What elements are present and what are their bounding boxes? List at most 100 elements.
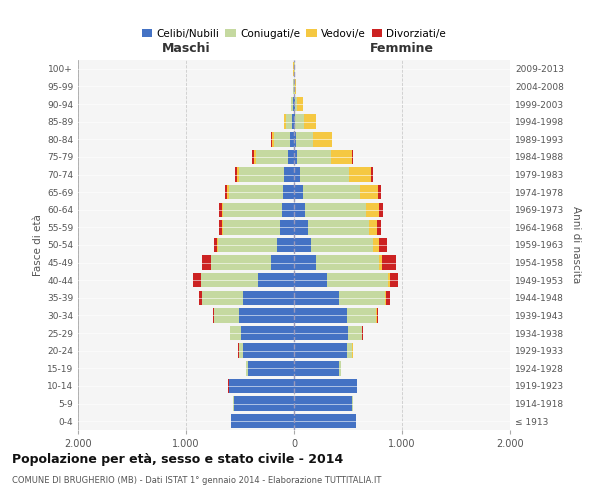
Bar <box>241 326 294 340</box>
Bar <box>379 238 388 252</box>
Bar <box>367 202 379 217</box>
Bar <box>305 202 367 217</box>
Text: Popolazione per età, sesso e stato civile - 2014: Popolazione per età, sesso e stato civil… <box>12 452 343 466</box>
Bar <box>386 290 390 305</box>
Bar <box>294 378 356 393</box>
Y-axis label: Fasce di età: Fasce di età <box>33 214 43 276</box>
Bar <box>222 202 223 217</box>
Bar <box>218 220 222 234</box>
Bar <box>277 238 294 252</box>
Bar <box>227 185 229 200</box>
Bar <box>294 308 347 322</box>
Bar <box>311 238 373 252</box>
Bar <box>193 273 201 287</box>
Bar <box>294 150 297 164</box>
Text: COMUNE DI BRUGHERIO (MB) - Dati ISTAT 1° gennaio 2014 - Elaborazione TUTTITALIA.: COMUNE DI BRUGHERIO (MB) - Dati ISTAT 1°… <box>12 476 382 485</box>
Bar <box>239 168 284 181</box>
Bar <box>202 256 211 270</box>
Bar <box>201 273 259 287</box>
Bar <box>297 97 302 112</box>
Bar <box>302 185 360 200</box>
Bar <box>233 396 294 411</box>
Bar <box>274 132 290 146</box>
Bar <box>283 185 294 200</box>
Bar <box>295 97 297 112</box>
Bar <box>294 396 352 411</box>
Bar <box>294 326 348 340</box>
Bar <box>347 344 352 358</box>
Bar <box>247 361 248 376</box>
Legend: Celibi/Nubili, Coniugati/e, Vedovi/e, Divorziati/e: Celibi/Nubili, Coniugati/e, Vedovi/e, Di… <box>137 24 451 43</box>
Bar <box>301 168 349 181</box>
Bar <box>294 361 340 376</box>
Bar <box>347 308 376 322</box>
Bar <box>280 220 294 234</box>
Bar <box>294 185 302 200</box>
Bar <box>256 150 287 164</box>
Bar <box>349 168 371 181</box>
Bar <box>229 185 283 200</box>
Bar <box>222 220 223 234</box>
Bar <box>235 168 237 181</box>
Bar <box>385 290 386 305</box>
Bar <box>229 378 294 393</box>
Bar <box>281 202 294 217</box>
Bar <box>243 344 294 358</box>
Bar <box>294 344 347 358</box>
Bar <box>220 202 222 217</box>
Bar <box>248 361 294 376</box>
Bar <box>304 114 316 129</box>
Bar <box>291 97 293 112</box>
Bar <box>296 132 313 146</box>
Bar <box>294 238 311 252</box>
Bar <box>379 256 382 270</box>
Bar <box>253 150 254 164</box>
Bar <box>382 256 396 270</box>
Bar <box>308 220 368 234</box>
Bar <box>214 308 239 322</box>
Bar <box>259 273 294 287</box>
Bar <box>316 256 379 270</box>
Bar <box>223 202 281 217</box>
Bar <box>379 202 383 217</box>
Bar <box>340 290 385 305</box>
Bar <box>371 168 373 181</box>
Bar <box>243 290 294 305</box>
Bar <box>295 114 304 129</box>
Bar <box>377 220 382 234</box>
Bar <box>294 202 305 217</box>
Bar <box>378 185 381 200</box>
Bar <box>389 273 398 287</box>
Bar <box>388 273 389 287</box>
Bar <box>230 326 241 340</box>
Bar <box>286 114 292 129</box>
Bar <box>211 256 271 270</box>
Bar <box>313 132 332 146</box>
Bar <box>373 238 379 252</box>
Bar <box>271 256 294 270</box>
Bar <box>294 132 296 146</box>
Bar <box>294 273 328 287</box>
Bar <box>368 220 377 234</box>
Bar <box>295 79 296 94</box>
Bar <box>223 220 280 234</box>
Bar <box>294 256 316 270</box>
Bar <box>218 238 277 252</box>
Bar <box>287 150 294 164</box>
Bar <box>348 326 362 340</box>
Bar <box>331 150 352 164</box>
Bar <box>328 273 388 287</box>
Bar <box>237 168 239 181</box>
Bar <box>239 344 243 358</box>
Bar <box>199 290 202 305</box>
Bar <box>360 185 378 200</box>
Bar <box>225 185 227 200</box>
Bar <box>352 150 353 164</box>
Bar <box>202 290 243 305</box>
Bar <box>294 220 308 234</box>
Bar <box>239 308 294 322</box>
Bar <box>294 414 356 428</box>
Bar <box>232 414 294 428</box>
Bar <box>294 290 340 305</box>
Bar <box>272 132 274 146</box>
